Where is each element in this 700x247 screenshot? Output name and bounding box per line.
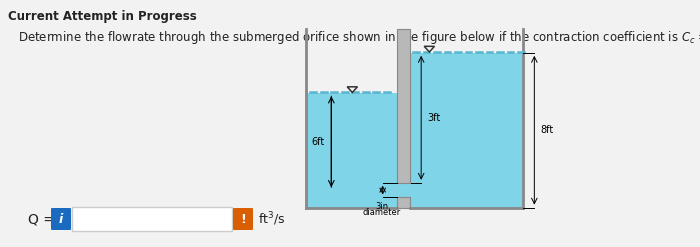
FancyBboxPatch shape [233,208,253,230]
Text: Q =: Q = [28,212,55,226]
Text: Current Attempt in Progress: Current Attempt in Progress [8,10,197,23]
Bar [397,197,410,207]
Text: 3in: 3in [375,202,388,211]
Text: 6ft: 6ft [312,137,325,147]
Text: i: i [59,212,63,226]
Text: ft$^3$/s: ft$^3$/s [258,210,286,228]
Bar [397,183,410,197]
Text: Determine the flowrate through the submerged orifice shown in the figure below i: Determine the flowrate through the subme… [18,29,700,46]
Text: 3ft: 3ft [427,113,440,123]
Text: diameter: diameter [363,208,400,217]
Bar [410,53,523,207]
Text: !: ! [240,212,246,226]
FancyBboxPatch shape [51,208,71,230]
Bar [306,93,397,207]
Bar [72,207,232,231]
Bar [397,29,410,183]
Text: 8ft: 8ft [540,125,554,135]
